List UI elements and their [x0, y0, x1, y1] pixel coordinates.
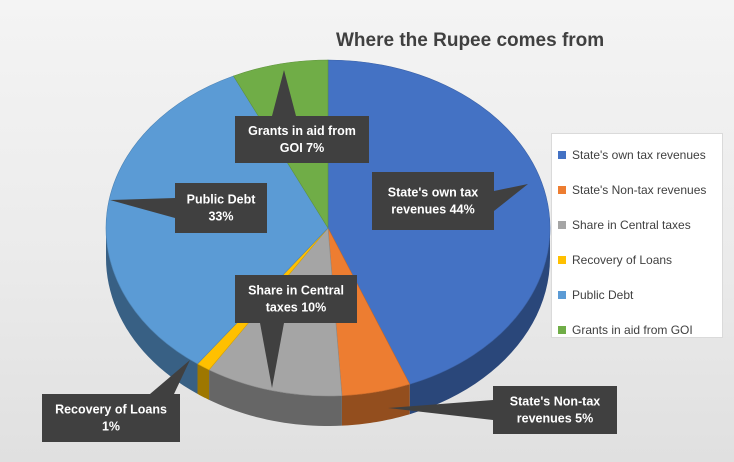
- legend-swatch: [558, 290, 566, 299]
- callout-pointer: [388, 400, 493, 420]
- callout-state-s-non-tax-revenues: State's Non-tax revenues 5%: [388, 386, 617, 434]
- callout-pointer: [150, 360, 190, 394]
- legend-label: State's Non-tax revenues: [572, 182, 707, 197]
- legend: State's own tax revenues State's Non-tax …: [551, 133, 723, 338]
- callout-pointer: [260, 323, 284, 388]
- legend-item-public-debt: Public Debt: [558, 277, 722, 312]
- callout-pointer: [110, 198, 175, 218]
- callout-pointer: [272, 70, 296, 116]
- chart-title: Where the Rupee comes from: [336, 30, 605, 51]
- legend-item-recovery-of-loans: Recovery of Loans: [558, 242, 722, 277]
- data-label: Share in Central: [248, 284, 344, 298]
- legend-label: State's own tax revenues: [572, 147, 706, 162]
- legend-label: Recovery of Loans: [572, 252, 673, 267]
- data-label: GOI 7%: [280, 141, 324, 155]
- data-label: revenues 44%: [391, 203, 474, 217]
- data-label: Recovery of Loans: [55, 403, 167, 417]
- callout-recovery-of-loans: Recovery of Loans 1%: [42, 360, 190, 442]
- callout-box: [235, 275, 357, 323]
- slice-side-recovery-of-loans: [197, 363, 210, 400]
- data-callouts: State's own tax revenues 44% State's Non-t…: [42, 70, 617, 442]
- callout-state-s-own-tax-revenues: State's own tax revenues 44%: [372, 172, 528, 230]
- callout-box: [493, 386, 617, 434]
- legend-item-share-in-central-taxes: Share in Central taxes: [558, 207, 722, 242]
- data-label: Public Debt: [187, 193, 257, 207]
- legend-item-grants-in-aid-from-goi: Grants in aid from GOI: [558, 312, 722, 347]
- legend-label: Share in Central taxes: [572, 217, 691, 232]
- legend-swatch: [558, 220, 566, 229]
- data-label: taxes 10%: [266, 301, 326, 315]
- data-label: 1%: [102, 420, 120, 434]
- slice-side-public-debt: [106, 228, 198, 394]
- legend-item-state-s-non-tax-revenues: State's Non-tax revenues: [558, 172, 722, 207]
- callout-grants-in-aid-from-goi: Grants in aid from GOI 7%: [235, 70, 369, 163]
- slice-side-share-in-central-taxes: [209, 369, 342, 426]
- callout-public-debt: Public Debt 33%: [110, 183, 267, 233]
- legend-swatch: [558, 185, 566, 194]
- callout-pointer: [494, 184, 528, 211]
- data-label: Grants in aid from: [248, 124, 356, 138]
- data-label: State's own tax: [388, 186, 479, 200]
- callout-box: [175, 183, 267, 233]
- callout-box: [42, 394, 180, 442]
- legend-label: Public Debt: [572, 287, 634, 302]
- data-label: 33%: [208, 210, 233, 224]
- legend-label: Grants in aid from GOI: [572, 322, 693, 337]
- legend-swatch: [558, 255, 566, 264]
- legend-item-state-s-own-tax-revenues: State's own tax revenues: [558, 137, 722, 172]
- slice-side-state-s-own-tax-revenues: [409, 228, 550, 415]
- data-label: State's Non-tax: [510, 395, 601, 409]
- legend-swatch: [558, 150, 566, 159]
- callout-share-in-central-taxes: Share in Central taxes 10%: [235, 275, 357, 388]
- legend-swatch: [558, 325, 566, 334]
- callout-box: [235, 116, 369, 163]
- data-label: revenues 5%: [517, 412, 593, 426]
- callout-box: [372, 172, 494, 230]
